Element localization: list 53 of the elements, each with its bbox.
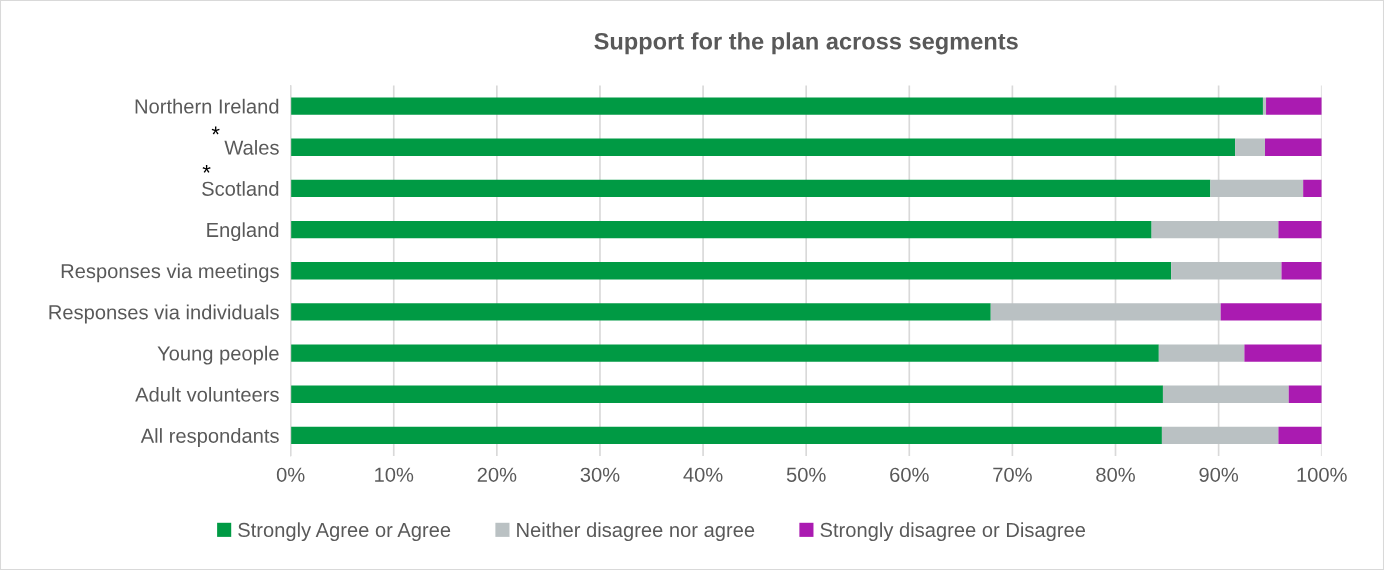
chart-title: Support for the plan across segments (594, 32, 1018, 55)
y-tick-label: Northern Ireland (135, 98, 279, 114)
x-tick-label: 30% (580, 467, 620, 482)
bar (1151, 220, 1279, 239)
x-tick-label: 10% (375, 467, 414, 482)
bar (1303, 179, 1322, 198)
x-tick-label: 50% (786, 467, 826, 482)
bar (290, 220, 1152, 239)
bar (1266, 97, 1322, 115)
bar (290, 303, 991, 321)
x-tick-label: 60% (890, 467, 929, 482)
text: * (211, 126, 220, 135)
bar (290, 262, 1172, 280)
x-tick-label: 70% (993, 467, 1032, 482)
x-tick-label: 80% (1096, 467, 1135, 482)
y-tick-label: England (207, 222, 279, 242)
bar (290, 344, 1159, 362)
x-tick-label: 0% (276, 467, 305, 482)
bar (1235, 138, 1266, 156)
text: * (202, 164, 211, 173)
bar (1265, 138, 1322, 156)
bar (1288, 385, 1322, 403)
x-tick-label: 100% (1297, 467, 1347, 482)
bar (290, 426, 1162, 445)
bar (1162, 385, 1289, 403)
bar (1210, 179, 1304, 198)
y-tick-label: All respondants (140, 428, 279, 447)
x-tick-label: 40% (683, 467, 723, 482)
x-tick-label: 90% (1199, 467, 1239, 482)
y-tick-label: Young people (157, 345, 279, 365)
x-tick-label: 20% (477, 467, 517, 482)
bar (990, 303, 1221, 321)
bar (290, 138, 1236, 156)
bar (1278, 426, 1322, 445)
y-tick-label: Responses via individuals (49, 304, 279, 324)
bar (1171, 262, 1282, 280)
bar (1161, 426, 1279, 445)
y-tick-label: Responses via meetings (61, 263, 279, 283)
bar (1158, 344, 1245, 362)
bar (1278, 220, 1322, 239)
y-tick-label: Wales (224, 139, 279, 155)
bar (290, 97, 1263, 115)
y-tick-label: Scotland (202, 181, 279, 196)
legend-label: Strongly Agree or Agree (238, 522, 451, 542)
bar (1281, 262, 1322, 280)
bar (1262, 97, 1267, 115)
y-tick-label: Adult volunteers (135, 386, 279, 402)
bar (1244, 344, 1322, 362)
bar (1220, 303, 1322, 321)
legend-label: Strongly disagree or Disagree (820, 522, 1086, 542)
bar (290, 385, 1163, 403)
legend-label: Neither disagree nor agree (517, 522, 755, 542)
bar (290, 179, 1211, 198)
